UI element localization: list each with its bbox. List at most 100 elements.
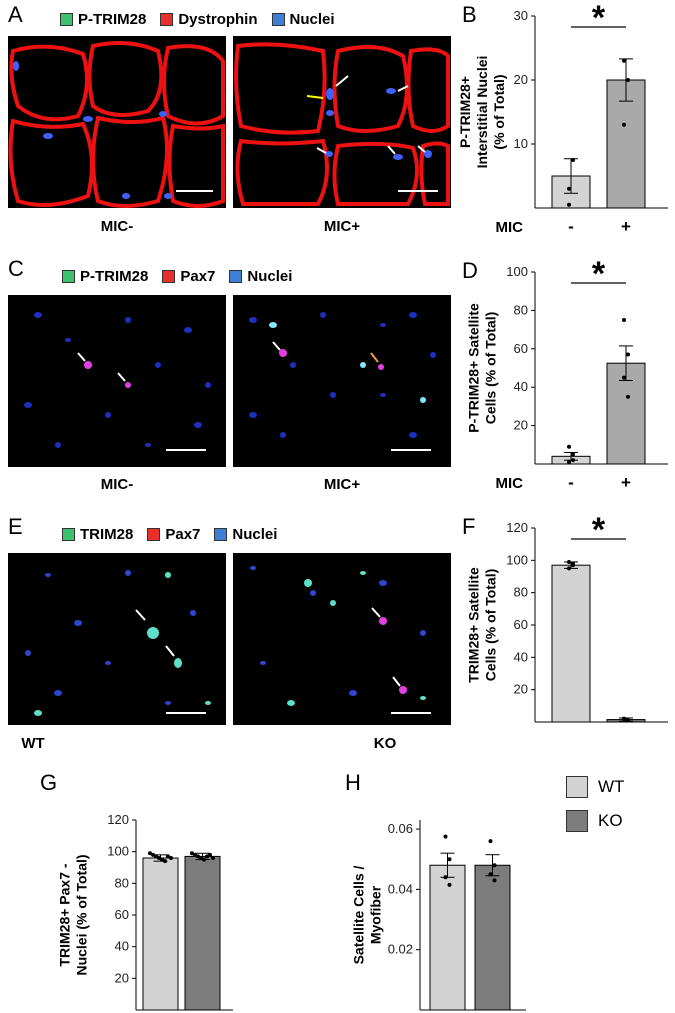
data-point: [571, 158, 575, 162]
panel-letter-a: A: [8, 2, 23, 27]
data-point: [488, 839, 493, 844]
y-axis-label: P-TRIM28+ Satellite Cells (% of Total): [466, 303, 499, 433]
legend-swatch-green: [62, 270, 75, 283]
legend-item: Nuclei: [271, 11, 335, 28]
y-tick-label: 100: [506, 552, 528, 567]
chart-b: B P-TRIM28+ Interstitial Nuclei (% of Total…: [457, 0, 668, 236]
legend-swatch-green: [60, 13, 73, 26]
legend-label: Nuclei: [247, 268, 293, 285]
legend-item: Pax7: [162, 268, 215, 285]
legend-item: Pax7: [147, 526, 200, 543]
micrograph-c-mic-plus: [233, 295, 451, 467]
data-point: [443, 875, 448, 880]
data-point: [626, 718, 630, 723]
data-point: [208, 852, 212, 857]
y-axis-label-line: TRIM28+ Satellite: [466, 567, 482, 683]
data-point: [148, 851, 152, 856]
legend-item: P-TRIM28: [60, 11, 146, 28]
y-axis-label-line: P-TRIM28+ Satellite: [466, 303, 482, 433]
data-point: [166, 854, 170, 859]
data-point: [205, 854, 209, 859]
y-tick-label: 80: [514, 302, 528, 317]
legend-item: TRIM28: [62, 526, 133, 543]
panel-letter: G: [40, 770, 57, 795]
data-point: [567, 559, 571, 564]
y-axis-label-line: Interstitial Nuclei: [474, 56, 490, 169]
y-tick-label: 20: [514, 72, 528, 87]
y-axis-label-line: Myofiber: [368, 885, 384, 944]
micrograph-e-ko: [233, 553, 451, 725]
x-tick-label: -: [568, 473, 574, 492]
legend-label-wt: WT: [598, 777, 625, 796]
bar: [551, 564, 591, 723]
data-point: [571, 458, 575, 463]
caption-a-right: MIC+: [323, 218, 361, 235]
legend-item: P-TRIM28: [62, 268, 148, 285]
legend-label: P-TRIM28: [80, 268, 149, 285]
y-tick-label: 120: [506, 520, 528, 535]
legend-a: P-TRIM28 Dystrophin Nuclei: [60, 11, 349, 28]
legend-label: Pax7: [165, 526, 201, 543]
panel-letter: B: [462, 2, 477, 27]
y-tick-label: 10: [514, 136, 528, 151]
y-tick-label: 40: [514, 649, 528, 664]
data-point: [622, 122, 626, 127]
y-tick-label: 100: [506, 264, 528, 279]
y-tick-label: 40: [514, 379, 528, 394]
legend-swatch-red: [147, 528, 161, 541]
legend-label: Nuclei: [289, 11, 335, 28]
data-point: [567, 460, 571, 465]
y-tick-label: 0.02: [388, 942, 413, 957]
legend-label: Nuclei: [232, 526, 278, 543]
legend-swatch-green: [62, 528, 75, 541]
bar: [184, 855, 221, 1011]
y-tick-label: 80: [514, 585, 528, 600]
micrograph-a-mic-plus: [233, 36, 451, 208]
y-axis-label-line: Cells (% of Total): [483, 569, 499, 682]
data-point: [157, 856, 161, 860]
y-axis-label-line: P-TRIM28+: [457, 76, 473, 148]
legend-label: Pax7: [180, 268, 216, 285]
panel-letter-c: C: [8, 256, 24, 281]
data-point: [567, 444, 571, 449]
data-point: [622, 716, 626, 721]
data-point: [488, 872, 493, 877]
data-point: [447, 882, 452, 887]
legend-swatch-red: [160, 13, 174, 26]
data-point: [492, 878, 497, 883]
x-tick-label: +: [621, 473, 631, 492]
y-tick-label: 80: [115, 875, 129, 890]
micrograph-c-mic-minus: [8, 295, 226, 467]
legend-item-wt: WT: [566, 776, 624, 798]
y-axis-label-line: Satellite Cells /: [351, 865, 367, 964]
caption-c-right: MIC+: [323, 476, 361, 493]
panel-letter: H: [345, 770, 361, 795]
caption-a-left: MIC-: [100, 218, 134, 235]
legend-item: Nuclei: [229, 268, 292, 285]
data-point: [193, 852, 197, 857]
significance-star: *: [592, 0, 606, 37]
legend-swatch-blue: [229, 270, 243, 283]
legend-label-ko: KO: [598, 811, 623, 830]
legend-label: Dystrophin: [178, 11, 258, 28]
bar: [474, 864, 511, 1011]
y-axis-label: Satellite Cells / Myofiber: [351, 865, 384, 964]
y-axis-label-line: TRIM28+ Pax7 -: [57, 863, 73, 966]
data-point: [443, 834, 448, 839]
panel-letter-e: E: [8, 514, 23, 539]
x-tick-label: +: [621, 217, 631, 236]
data-point: [571, 561, 575, 566]
data-point: [622, 375, 626, 380]
y-tick-label: 30: [514, 8, 528, 23]
y-axis-label-line: Cells (% of Total): [483, 312, 499, 425]
legend-swatch-red: [162, 270, 176, 283]
micrograph-a-mic-minus: [8, 36, 226, 208]
bar: [142, 857, 179, 1011]
y-tick-label: 60: [514, 617, 528, 632]
significance-star: *: [592, 511, 606, 549]
data-point: [163, 859, 167, 864]
data-point: [567, 202, 571, 207]
chart-f: F TRIM28+ Satellite Cells (% of Total) 20 40…: [462, 511, 668, 723]
data-point: [169, 856, 173, 860]
data-point: [567, 566, 571, 571]
